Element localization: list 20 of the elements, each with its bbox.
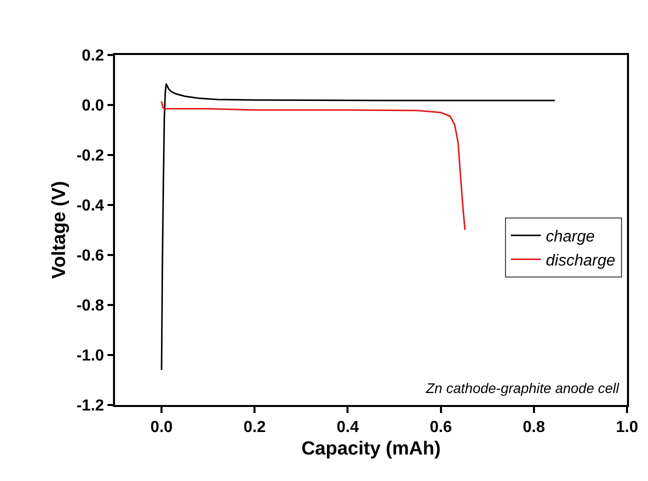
- x-tick-label: 1.0: [616, 418, 638, 436]
- x-tick-label: 0.0: [150, 418, 173, 436]
- y-tick-label: -1.2: [76, 398, 104, 415]
- y-tick-label: 0.2: [82, 48, 104, 65]
- legend-label: discharge: [546, 252, 616, 270]
- y-tick-label: -0.4: [76, 198, 104, 215]
- x-tick-label: 0.6: [430, 418, 452, 436]
- y-tick-label: -0.8: [76, 298, 104, 315]
- x-axis-title: Capacity (mAh): [301, 438, 441, 460]
- y-tick-label: -1.0: [76, 348, 104, 365]
- x-tick-label: 0.4: [336, 418, 359, 436]
- annotation: Zn cathode-graphite anode cell: [425, 380, 620, 396]
- legend-label: charge: [546, 228, 595, 246]
- line-series: [160, 100, 466, 231]
- y-tick-label: 0.0: [82, 98, 104, 115]
- x-tick-label: 0.2: [244, 418, 266, 436]
- x-tick-label: 0.8: [522, 418, 546, 436]
- y-tick-label: -0.2: [76, 148, 104, 165]
- y-axis-title: Voltage (V): [48, 181, 70, 279]
- y-tick-label: -0.6: [76, 248, 104, 265]
